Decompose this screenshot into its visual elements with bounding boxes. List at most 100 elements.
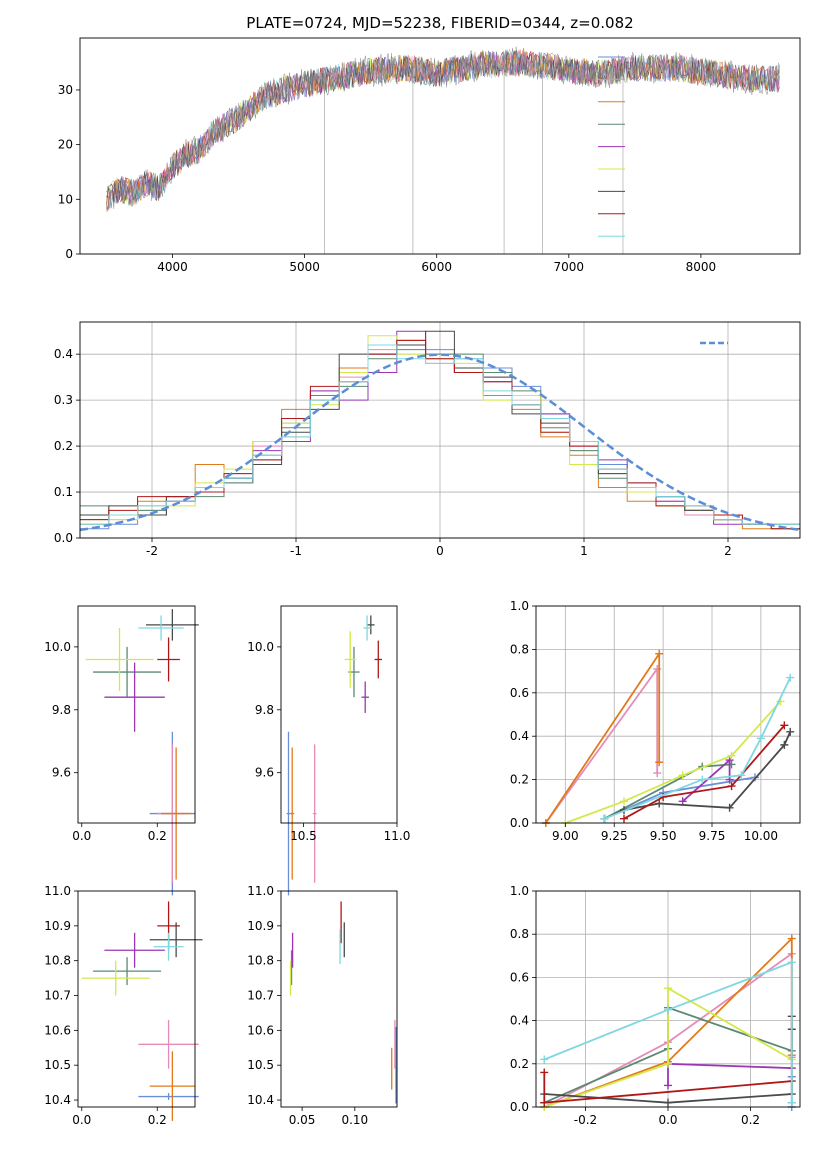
mass-weight-marker <box>780 721 789 730</box>
x-tick-label: 5000 <box>289 260 320 274</box>
x-tick-label: 0 <box>436 544 444 558</box>
y-tick-label: 9.6 <box>52 766 71 780</box>
x-tick-label: 4000 <box>157 260 188 274</box>
x-tick-label: 0.0 <box>72 829 91 843</box>
y-tick-label: 10.5 <box>247 1058 274 1072</box>
y-tick-label: 10.0 <box>247 640 274 654</box>
y-tick-label: 0.4 <box>54 347 73 361</box>
axes-frame <box>77 605 196 824</box>
figure-title: PLATE=0724, MJD=52238, FIBERID=0344, z=0… <box>246 14 633 32</box>
y-tick-label: 9.8 <box>52 703 71 717</box>
mass-weight-marker <box>727 782 736 791</box>
y-tick-label: 10.6 <box>44 1023 71 1037</box>
mass-weight-marker <box>786 727 795 736</box>
observed-spectrum <box>106 46 780 210</box>
y-tick-label: 0.4 <box>510 729 529 743</box>
axes-frame <box>79 37 801 255</box>
y-tick-label: 1.0 <box>510 884 529 898</box>
mass-weight-marker <box>780 740 789 749</box>
axes-frame <box>280 605 398 824</box>
x-tick-label: 9.00 <box>552 829 579 843</box>
mass-weight-marker <box>540 1068 549 1077</box>
y-tick-label: 0.1 <box>54 485 73 499</box>
frame-layer <box>74 37 801 1111</box>
y-tick-label: 10.5 <box>44 1058 71 1072</box>
y-tick-label: 0 <box>65 247 73 261</box>
mass-weight-marker <box>653 769 662 778</box>
y-tick-label: 9.6 <box>255 766 274 780</box>
y-tick-label: 30 <box>58 83 73 97</box>
mass-weight-line <box>544 986 793 1108</box>
x-tick-label: 11.0 <box>384 829 411 843</box>
mass-weight-marker <box>678 771 687 780</box>
y-tick-label: 0.8 <box>510 642 529 656</box>
mass-weight-marker <box>786 673 795 682</box>
y-tick-label: 0.0 <box>54 531 73 545</box>
y-tick-label: 10.7 <box>247 989 274 1003</box>
x-tick-label: 0.2 <box>148 829 167 843</box>
mass-weight-marker <box>698 775 707 784</box>
x-tick-label: 10.00 <box>744 829 778 843</box>
x-tick-label: 9.75 <box>699 829 726 843</box>
y-tick-label: 11.0 <box>44 884 71 898</box>
x-tick-label: 0.05 <box>289 1113 316 1127</box>
mass-weight-line <box>543 960 793 1103</box>
mass-weight-marker <box>787 1098 796 1107</box>
x-tick-label: 1 <box>580 544 588 558</box>
y-tick-label: 0.2 <box>510 773 529 787</box>
histogram-series <box>80 339 800 530</box>
axes-frame <box>280 890 398 1108</box>
mass-weight-marker <box>655 649 664 658</box>
mass-weight-marker <box>655 758 664 767</box>
text-layer: PLATE=0724, MJD=52238, FIBERID=0344, z=0… <box>44 14 778 1127</box>
mass-weight-marker <box>664 984 672 993</box>
y-tick-label: 1.0 <box>510 599 529 613</box>
mass-weight-marker <box>540 1098 549 1107</box>
mass-weight-line <box>623 724 786 820</box>
y-tick-label: 10.4 <box>44 1093 71 1107</box>
x-tick-label: 0.10 <box>341 1113 368 1127</box>
x-tick-label: -0.2 <box>574 1113 597 1127</box>
x-tick-label: 10.5 <box>290 829 317 843</box>
mass-weight-marker <box>620 814 628 823</box>
normal-curve <box>79 353 801 532</box>
mass-weight-marker <box>620 797 628 806</box>
x-tick-label: 9.25 <box>601 829 628 843</box>
y-tick-label: 9.8 <box>255 703 274 717</box>
axes-frame <box>535 605 801 824</box>
x-tick-label: 8000 <box>686 260 717 274</box>
x-tick-label: 6000 <box>421 260 452 274</box>
mass-weight-marker <box>678 797 687 806</box>
y-tick-label: 10.8 <box>44 954 71 968</box>
y-tick-label: 11.0 <box>247 884 274 898</box>
y-tick-label: 10 <box>58 192 73 206</box>
mass-weight-marker <box>737 771 746 780</box>
mass-weight-marker <box>664 1059 672 1068</box>
spectrum-lines <box>106 46 780 254</box>
y-tick-label: 0.6 <box>510 686 529 700</box>
mass-weight-marker <box>725 803 734 812</box>
axes-frame <box>77 890 196 1108</box>
x-tick-label: -2 <box>146 544 158 558</box>
y-tick-label: 20 <box>58 138 73 152</box>
y-tick-label: 10.9 <box>247 919 274 933</box>
grid-layer <box>80 322 800 1108</box>
mass-weight-marker <box>600 814 609 823</box>
mass-weight-marker <box>655 799 664 808</box>
histogram-series <box>80 344 800 525</box>
y-tick-label: 0.8 <box>510 927 529 941</box>
mass-weight-marker <box>664 1005 672 1014</box>
y-tick-label: 10.6 <box>247 1023 274 1037</box>
mass-weight-marker <box>727 751 736 760</box>
x-tick-label: 0.2 <box>148 1113 167 1127</box>
x-tick-label: 0.0 <box>658 1113 677 1127</box>
y-tick-label: 10.8 <box>247 954 274 968</box>
y-tick-label: 0.0 <box>510 816 529 830</box>
x-tick-label: 2 <box>724 544 732 558</box>
y-tick-label: 0.4 <box>510 1014 529 1028</box>
mass-weight-marker <box>756 734 765 743</box>
x-tick-label: -1 <box>290 544 302 558</box>
x-tick-label: 0.0 <box>72 1113 91 1127</box>
y-tick-label: 10.7 <box>44 989 71 1003</box>
mass-weight-marker <box>540 1055 549 1064</box>
